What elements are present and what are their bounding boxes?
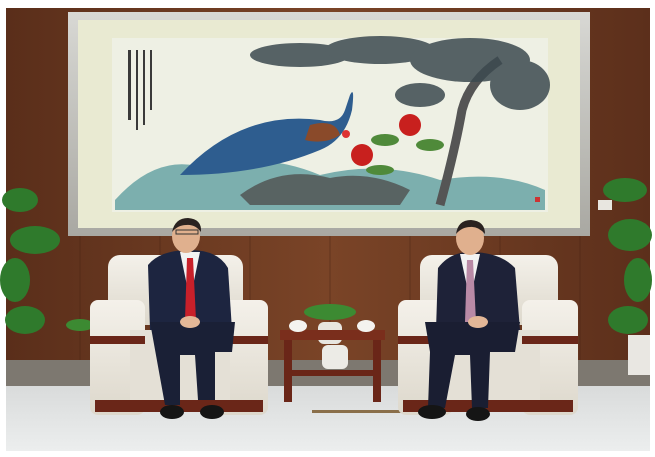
pot: [322, 345, 348, 369]
seal: [535, 197, 540, 202]
person-right: [418, 220, 520, 421]
flower: [342, 130, 350, 138]
leaves: [366, 134, 444, 175]
flower: [399, 114, 421, 136]
teacup: [289, 320, 307, 332]
flower: [351, 144, 373, 166]
rock: [240, 174, 410, 205]
table-leg: [373, 340, 381, 402]
table-leg: [284, 340, 292, 402]
person-left: [148, 218, 235, 419]
foliage: [250, 36, 550, 110]
peacock-wing: [305, 122, 340, 142]
floor-strip: [312, 410, 407, 413]
planter: [628, 335, 650, 375]
teacup: [357, 320, 375, 332]
switch: [598, 200, 612, 210]
calligraphy: [128, 50, 152, 130]
plant-left: [0, 188, 60, 334]
table-top: [280, 330, 385, 340]
peacock: [180, 92, 354, 175]
table-shelf: [292, 370, 373, 376]
plant-right: [603, 178, 652, 334]
